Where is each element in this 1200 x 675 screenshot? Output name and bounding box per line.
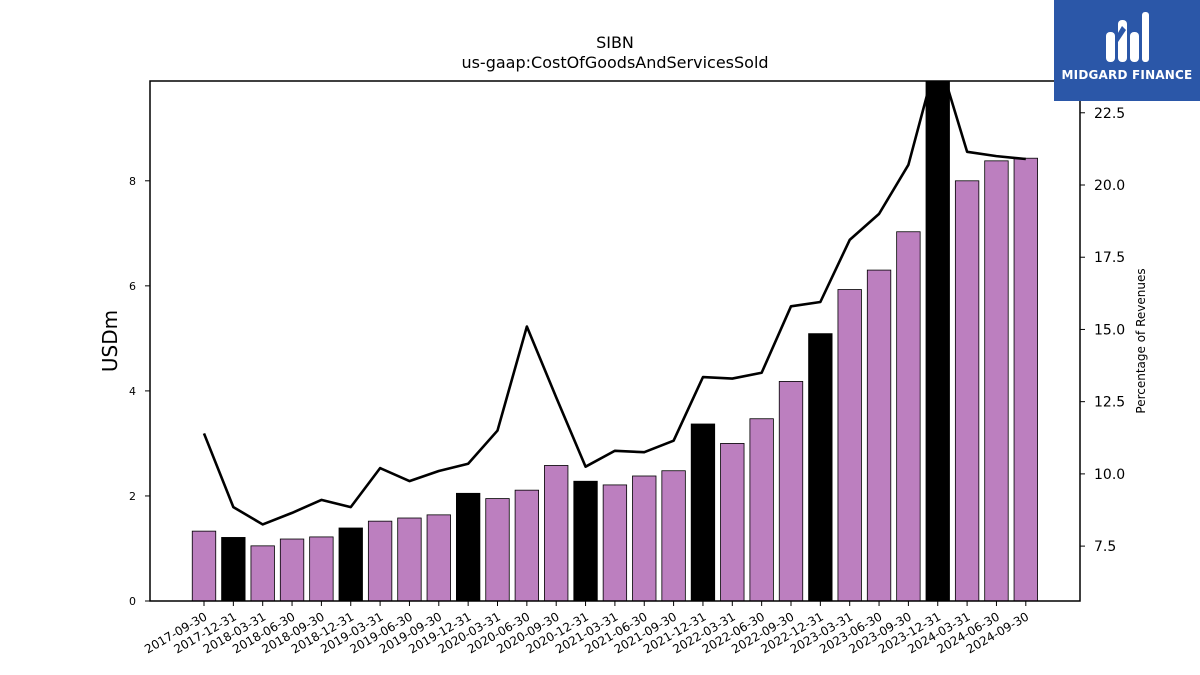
y-tick-label: 8 [129, 175, 136, 188]
bar [191, 530, 217, 601]
bar [984, 160, 1009, 601]
left-y-axis: 0 2 4 6 8 [129, 175, 150, 608]
chart-title: SIBN [596, 33, 634, 52]
bar [573, 480, 598, 601]
bar [221, 537, 246, 601]
bar [426, 514, 451, 601]
bar [749, 418, 774, 601]
bar [544, 465, 569, 601]
bar [338, 527, 363, 601]
bar [455, 492, 481, 601]
bar [661, 470, 686, 601]
x-axis: 2017-09-302017-12-312018-03-312018-06-30… [142, 601, 1031, 656]
bar [690, 423, 716, 601]
bar [778, 381, 804, 601]
y2-tick-label: 20.0 [1094, 178, 1125, 194]
y2-tick-label: 10.0 [1094, 467, 1125, 483]
bar [720, 443, 745, 601]
bar [954, 180, 980, 601]
y2-tick-label: 17.5 [1094, 250, 1125, 266]
y-axis-label: USDm [98, 310, 122, 372]
bar [896, 231, 921, 601]
line-series [202, 81, 1026, 526]
brand-logo: MIDGARD FINANCE [1054, 0, 1200, 101]
logo-mark-icon [1106, 12, 1149, 62]
bar [1013, 157, 1038, 601]
bar [866, 269, 892, 601]
y-tick-label: 4 [129, 385, 136, 398]
right-y-axis: 7.5 10.0 12.5 15.0 17.5 20.0 22.5 [1080, 106, 1125, 555]
y2-tick-label: 15.0 [1094, 322, 1125, 338]
bar-series [191, 81, 1038, 601]
y2-tick-label: 7.5 [1094, 539, 1116, 555]
bar [485, 498, 510, 601]
bar [602, 484, 628, 601]
bar [808, 333, 833, 601]
bar [837, 289, 862, 601]
bar [397, 517, 422, 601]
bar [279, 538, 305, 601]
bar [250, 545, 275, 601]
bar [632, 475, 657, 601]
chart-subtitle: us-gaap:CostOfGoodsAndServicesSold [461, 53, 768, 72]
bar [514, 489, 539, 601]
y-tick-label: 2 [129, 490, 136, 503]
logo-text: MIDGARD FINANCE [1061, 68, 1193, 82]
y2-tick-label: 12.5 [1094, 395, 1125, 411]
bar [925, 81, 950, 601]
y-tick-label: 6 [129, 280, 136, 293]
y2-axis-label: Percentage of Revenues [1134, 268, 1148, 413]
bar [309, 536, 334, 601]
line-series-group [202, 81, 1026, 526]
y-tick-label: 0 [129, 595, 136, 608]
bar [367, 520, 393, 601]
y2-tick-label: 22.5 [1094, 106, 1125, 122]
